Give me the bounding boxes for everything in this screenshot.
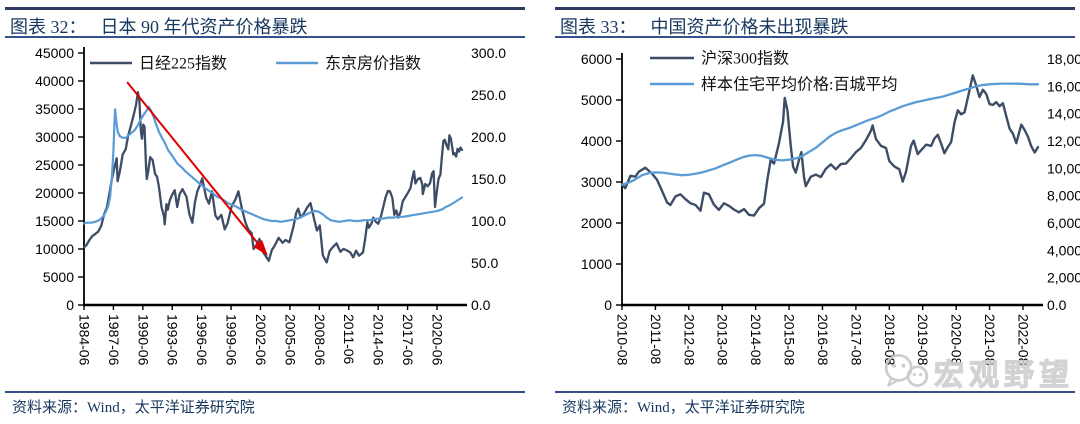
panel-top-border [555,7,1075,10]
svg-text:2015-08: 2015-08 [782,314,798,366]
svg-text:1999-06: 1999-06 [224,314,240,366]
svg-text:2016-08: 2016-08 [815,314,831,366]
svg-text:14,000.0: 14,000.0 [1047,106,1080,122]
figure-label: 图表 33： [560,17,637,37]
svg-text:2010-08: 2010-08 [615,314,631,366]
source-note: 资料来源：Wind，太平洋证券研究院 [562,400,805,416]
svg-text:东京房价指数: 东京房价指数 [325,55,421,73]
svg-text:2000: 2000 [581,215,612,231]
svg-text:30000: 30000 [35,129,74,145]
svg-text:2017-08: 2017-08 [848,314,864,366]
svg-text:2012-08: 2012-08 [681,314,697,366]
svg-text:6000: 6000 [581,51,612,67]
svg-text:1993-06: 1993-06 [165,314,181,366]
svg-text:2018-08: 2018-08 [882,314,898,366]
svg-text:2020-06: 2020-06 [429,314,445,366]
bottom-rule [555,391,1075,393]
svg-text:2020-08: 2020-08 [949,314,965,366]
svg-text:2008-06: 2008-06 [312,314,328,366]
svg-text:25000: 25000 [35,157,74,173]
svg-text:1996-06: 1996-06 [194,314,210,366]
svg-text:35000: 35000 [35,101,74,117]
svg-text:200.0: 200.0 [471,129,506,145]
svg-text:2014-06: 2014-06 [371,314,387,366]
panel-japan-assets: 图表 32： 日本 90 年代资产价格暴跌 45000 40000 35000 3000… [0,0,530,424]
bottom-rule [5,391,525,393]
svg-text:5000: 5000 [43,269,74,285]
svg-text:16,000.0: 16,000.0 [1047,78,1080,94]
svg-text:100.0: 100.0 [471,213,506,229]
svg-text:2013-08: 2013-08 [715,314,731,366]
source-note: 资料来源：Wind，太平洋证券研究院 [12,400,255,416]
page-title: 图表 32： 日本 90 年代资产价格暴跌 [10,13,308,39]
figure-title: 中国资产价格未出现暴跌 [650,17,849,37]
svg-text:18,000.0: 18,000.0 [1047,51,1080,67]
title-underline [555,36,1075,38]
svg-text:2,000.0: 2,000.0 [1047,270,1080,286]
svg-text:2017-06: 2017-06 [400,314,416,366]
svg-text:沪深300指数: 沪深300指数 [701,50,789,68]
svg-text:1984-06: 1984-06 [77,314,93,366]
svg-text:10000: 10000 [35,241,74,257]
svg-text:3000: 3000 [581,174,612,190]
svg-text:0.0: 0.0 [471,297,491,313]
svg-text:日经225指数: 日经225指数 [139,55,227,73]
svg-text:150.0: 150.0 [471,171,506,187]
svg-text:45000: 45000 [35,45,74,61]
svg-text:300.0: 300.0 [471,45,506,61]
svg-text:2021-08: 2021-08 [982,314,998,366]
svg-text:10,000.0: 10,000.0 [1047,160,1080,176]
svg-text:12,000.0: 12,000.0 [1047,133,1080,149]
svg-text:样本住宅平均价格:百城平均: 样本住宅平均价格:百城平均 [701,76,897,94]
page-title: 图表 33： 中国资产价格未出现暴跌 [560,13,849,39]
svg-text:4000: 4000 [581,133,612,149]
svg-text:2011-08: 2011-08 [648,314,664,365]
svg-text:4,000.0: 4,000.0 [1047,242,1080,258]
svg-text:40000: 40000 [35,73,74,89]
svg-text:250.0: 250.0 [471,87,506,103]
svg-text:15000: 15000 [35,213,74,229]
svg-text:1990-06: 1990-06 [135,314,151,366]
title-underline [5,36,525,38]
japan-nikkei-housing-chart: 45000 40000 35000 30000 25000 20000 15000 10000… [35,45,506,366]
svg-text:2022-08: 2022-08 [1015,314,1031,366]
panel-top-border [5,7,525,10]
svg-text:0.0: 0.0 [1047,297,1067,313]
svg-text:5000: 5000 [581,92,612,108]
svg-text:1987-06: 1987-06 [106,314,122,366]
svg-text:8,000.0: 8,000.0 [1047,188,1080,204]
svg-text:50.0: 50.0 [471,255,498,271]
svg-text:20000: 20000 [35,185,74,201]
figure-title: 日本 90 年代资产价格暴跌 [100,17,308,37]
svg-text:2002-06: 2002-06 [253,314,269,366]
svg-text:2005-06: 2005-06 [282,314,298,366]
panel-china-assets: 图表 33： 中国资产价格未出现暴跌 6000 5000 4000 3000 2000 10… [550,0,1080,424]
svg-text:2014-08: 2014-08 [748,314,764,366]
svg-text:0: 0 [66,297,74,313]
svg-text:6,000.0: 6,000.0 [1047,215,1080,231]
svg-text:0: 0 [604,297,612,313]
svg-text:2011-06: 2011-06 [341,314,357,365]
figure-label: 图表 32： [10,17,87,37]
svg-text:2019-08: 2019-08 [915,314,931,366]
china-csi300-housing-chart: 6000 5000 4000 3000 2000 1000 0 18,000.0 16,000.… [581,50,1080,366]
svg-text:1000: 1000 [581,256,612,272]
